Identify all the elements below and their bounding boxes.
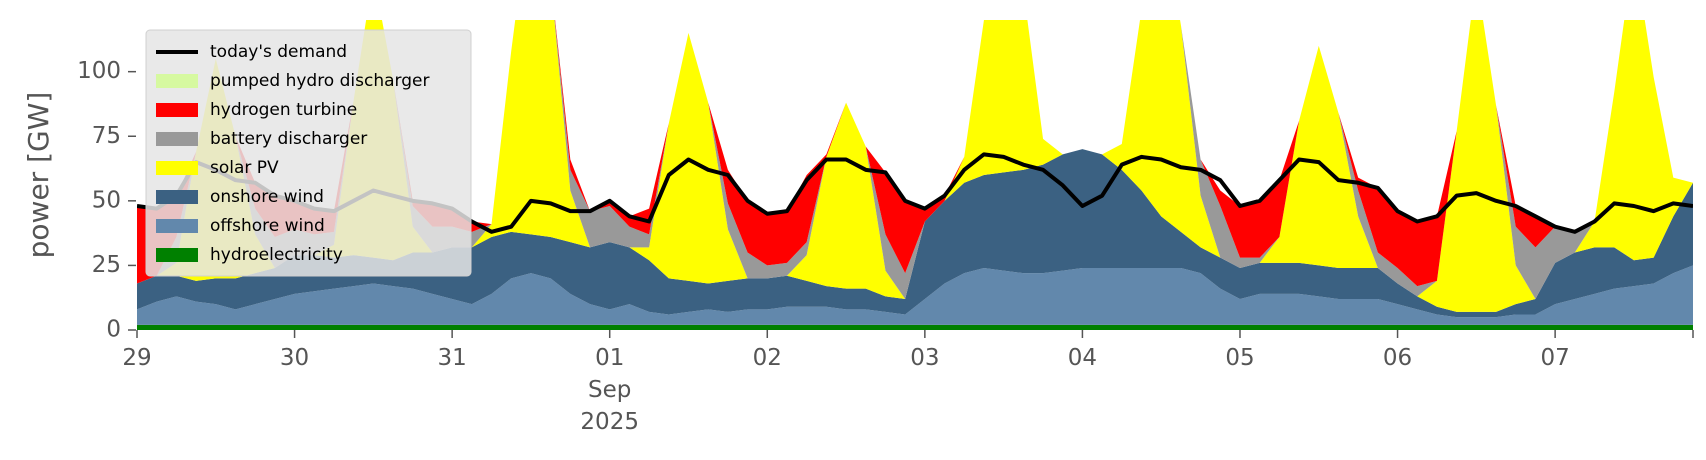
- area: [137, 20, 1693, 287]
- x-tick-label: 05: [1225, 345, 1255, 371]
- legend-label: pumped hydro discharger: [210, 71, 429, 91]
- y-tick-label: 50: [92, 187, 121, 213]
- legend-swatch: [156, 74, 198, 88]
- x-tick-label: 30: [279, 345, 310, 371]
- legend-label: today's demand: [210, 42, 347, 62]
- area: [137, 324, 1693, 330]
- legend-label: hydrogen turbine: [210, 100, 357, 120]
- legend-swatch: [156, 161, 198, 175]
- x-tick-label: 03: [910, 345, 940, 371]
- legend-swatch: [156, 103, 198, 117]
- area: [137, 20, 1693, 312]
- area: [137, 149, 1693, 318]
- area: [137, 20, 1693, 299]
- y-tick-label: 100: [77, 58, 121, 84]
- legend-label: battery discharger: [210, 129, 367, 149]
- y-tick-label: 75: [92, 123, 121, 149]
- legend-swatch: [156, 190, 198, 204]
- x-tick-label: 01 Sep 2025: [580, 345, 639, 435]
- x-tick-label: 02: [752, 345, 782, 371]
- legend-label: solar PV: [210, 158, 279, 178]
- x-tick-label: 06: [1382, 345, 1413, 371]
- plot-area: [137, 20, 1693, 330]
- x-tick-label: 04: [1067, 345, 1098, 371]
- legend-label: hydroelectricity: [210, 245, 343, 265]
- y-tick-label: 25: [92, 252, 121, 278]
- x-tick-label: 31: [437, 345, 467, 371]
- legend-label: offshore wind: [210, 216, 325, 236]
- area: [137, 265, 1693, 325]
- legend-swatch: [156, 219, 198, 233]
- legend-swatch: [156, 248, 198, 262]
- x-tick-label: 29: [122, 345, 152, 371]
- legend-frame: [145, 29, 472, 277]
- legend-label: onshore wind: [210, 187, 324, 207]
- y-tick-label: 0: [106, 317, 121, 343]
- legend: today's demand pumped hydro discharger hyd…: [145, 29, 472, 277]
- y-axis-label: power [GW]: [22, 92, 55, 259]
- legend-swatch: [156, 132, 198, 146]
- x-tick-label: 07: [1540, 345, 1570, 371]
